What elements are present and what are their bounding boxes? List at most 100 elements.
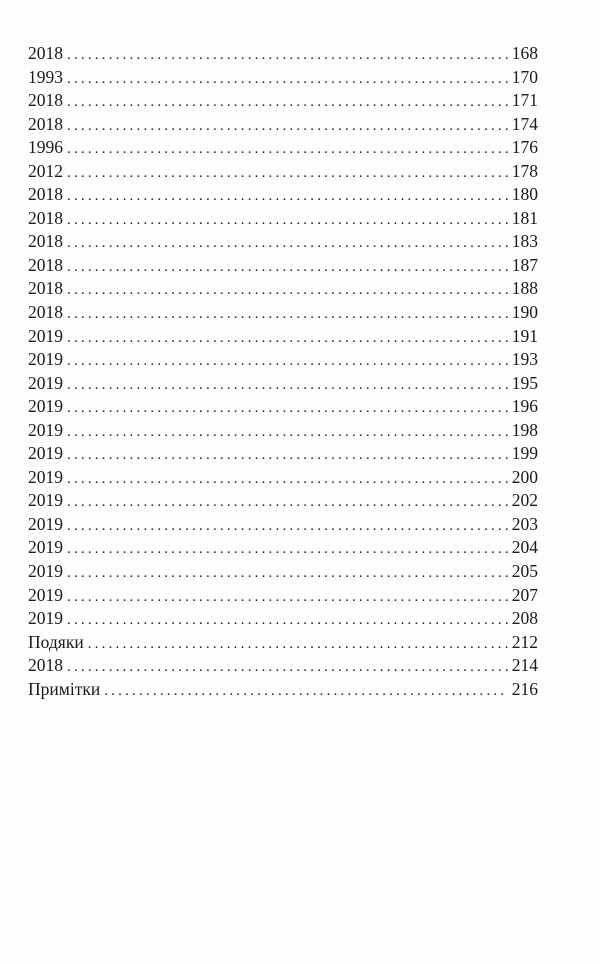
dot-leader: ........................................…: [67, 517, 508, 534]
dot-leader: ........................................…: [67, 612, 508, 629]
dot-leader: ........................................…: [87, 635, 508, 652]
toc-entry-page-number: 202: [511, 490, 538, 511]
dot-leader: ........................................…: [67, 494, 508, 511]
toc-entry-title: 2019: [28, 608, 63, 629]
toc-entry: 2018....................................…: [28, 89, 538, 113]
toc-entry: 2019....................................…: [28, 348, 538, 372]
dot-leader: ........................................…: [67, 117, 508, 134]
dot-leader: ........................................…: [67, 164, 508, 181]
dot-leader: ........................................…: [67, 588, 508, 605]
toc-entry: 1993....................................…: [28, 66, 538, 90]
dot-leader: ........................................…: [67, 565, 508, 582]
toc-entry-title: 2019: [28, 349, 63, 370]
toc-entry-page-number: 205: [511, 561, 538, 582]
toc-entry-page-number: 214: [511, 655, 538, 676]
toc-entry-page-number: 216: [511, 678, 538, 699]
toc-entry-title: Подяки: [28, 631, 84, 652]
toc-entry-title: 2018: [28, 207, 63, 228]
toc-entry: 2018....................................…: [28, 654, 538, 678]
toc-entry-title: 2019: [28, 372, 63, 393]
toc-entry-page-number: 187: [511, 254, 538, 275]
toc-entry-title: Примітки: [28, 678, 101, 699]
toc-entry-title: 2018: [28, 655, 63, 676]
dot-leader: ........................................…: [67, 70, 508, 87]
toc-entry-title: 2019: [28, 584, 63, 605]
toc-entry: 2018....................................…: [28, 207, 538, 231]
toc-entry-title: 2018: [28, 184, 63, 205]
toc-entry: 2018....................................…: [28, 301, 538, 325]
toc-entry-page-number: 212: [511, 631, 538, 652]
toc-entry: 2019....................................…: [28, 560, 538, 584]
dot-leader: ........................................…: [67, 258, 508, 275]
dot-leader: ........................................…: [67, 235, 508, 252]
toc-entry-page-number: 178: [511, 160, 538, 181]
toc-entry-title: 2019: [28, 396, 63, 417]
toc-entry-title: 2019: [28, 443, 63, 464]
toc-entry-page-number: 207: [511, 584, 538, 605]
toc-entry-title: 2018: [28, 43, 63, 63]
toc-entry-page-number: 171: [511, 90, 538, 111]
toc-entry-title: 2018: [28, 278, 63, 299]
toc-entry: 2019....................................…: [28, 442, 538, 466]
toc-entry-title: 1996: [28, 137, 63, 158]
toc-entry-page-number: 190: [511, 302, 538, 323]
toc-entry-page-number: 170: [511, 66, 538, 87]
dot-leader: ........................................…: [67, 659, 508, 676]
dot-leader: ........................................…: [67, 470, 508, 487]
toc-entry-page-number: 181: [511, 207, 538, 228]
toc-entry: Примітки................................…: [28, 678, 538, 702]
dot-leader: ........................................…: [67, 423, 508, 440]
toc-entry-page-number: 180: [511, 184, 538, 205]
toc-entry: 2018....................................…: [28, 183, 538, 207]
toc-entry-title: 2019: [28, 419, 63, 440]
toc-entry-page-number: 199: [511, 443, 538, 464]
toc-entry: 2019....................................…: [28, 536, 538, 560]
toc-entry: 2019....................................…: [28, 372, 538, 396]
toc-entry-title: 2018: [28, 113, 63, 134]
toc-entry-page-number: 196: [511, 396, 538, 417]
dot-leader: ........................................…: [67, 282, 508, 299]
toc-entry: 2018....................................…: [28, 277, 538, 301]
toc-entry-title: 2012: [28, 160, 63, 181]
dot-leader: ........................................…: [67, 141, 508, 158]
toc-entry: 2019....................................…: [28, 419, 538, 443]
toc-entry: 2019....................................…: [28, 489, 538, 513]
dot-leader: ........................................…: [67, 447, 508, 464]
toc-entry-title: 2019: [28, 537, 63, 558]
toc-entry-title: 2019: [28, 513, 63, 534]
toc-entry-page-number: 188: [511, 278, 538, 299]
table-of-contents: 2018....................................…: [28, 42, 538, 701]
toc-entry-page-number: 198: [511, 419, 538, 440]
toc-entry-page-number: 200: [511, 466, 538, 487]
toc-entry-title: 2019: [28, 325, 63, 346]
toc-entry-title: 2018: [28, 254, 63, 275]
toc-entry-page-number: 191: [511, 325, 538, 346]
toc-entry-title: 2018: [28, 302, 63, 323]
toc-entry: 2019....................................…: [28, 395, 538, 419]
toc-entry: 2012....................................…: [28, 160, 538, 184]
toc-entry-page-number: 176: [511, 137, 538, 158]
toc-entry-title: 2018: [28, 231, 63, 252]
toc-entry-title: 2019: [28, 466, 63, 487]
dot-leader: ........................................…: [67, 94, 508, 111]
toc-entry-page-number: 183: [511, 231, 538, 252]
dot-leader: ........................................…: [67, 188, 508, 205]
toc-entry-page-number: 174: [511, 113, 538, 134]
toc-entry: 2018....................................…: [28, 254, 538, 278]
toc-entry-page-number: 193: [511, 349, 538, 370]
toc-entry-title: 2019: [28, 490, 63, 511]
toc-entry-title: 2018: [28, 90, 63, 111]
toc-entry: 2019....................................…: [28, 607, 538, 631]
dot-leader: ........................................…: [104, 682, 508, 699]
dot-leader: ........................................…: [67, 376, 508, 393]
toc-entry: 2019....................................…: [28, 513, 538, 537]
dot-leader: ........................................…: [67, 541, 508, 558]
toc-entry: 2018....................................…: [28, 42, 538, 66]
dot-leader: ........................................…: [67, 329, 508, 346]
toc-entry-page-number: 195: [511, 372, 538, 393]
dot-leader: ........................................…: [67, 400, 508, 417]
toc-entry-page-number: 168: [511, 43, 538, 63]
dot-leader: ........................................…: [67, 211, 508, 228]
toc-entry-page-number: 203: [511, 513, 538, 534]
toc-entry-title: 2019: [28, 561, 63, 582]
